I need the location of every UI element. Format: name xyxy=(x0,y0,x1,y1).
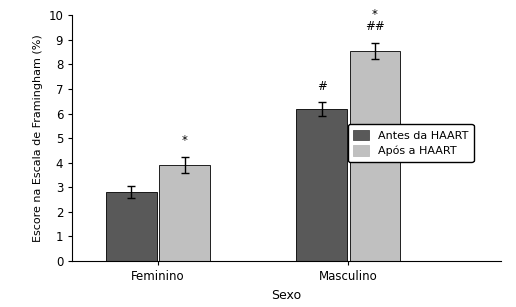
Legend: Antes da HAART, Após a HAART: Antes da HAART, Após a HAART xyxy=(348,124,474,162)
Text: #: # xyxy=(317,80,327,93)
Text: *: * xyxy=(182,134,187,147)
Text: *
##: * ## xyxy=(365,8,385,33)
Y-axis label: Escore na Escala de Framingham (%): Escore na Escala de Framingham (%) xyxy=(33,34,43,242)
Bar xyxy=(349,51,400,261)
Bar xyxy=(106,192,156,261)
Bar xyxy=(159,165,210,261)
X-axis label: Sexo: Sexo xyxy=(271,289,301,301)
Bar xyxy=(296,109,347,261)
